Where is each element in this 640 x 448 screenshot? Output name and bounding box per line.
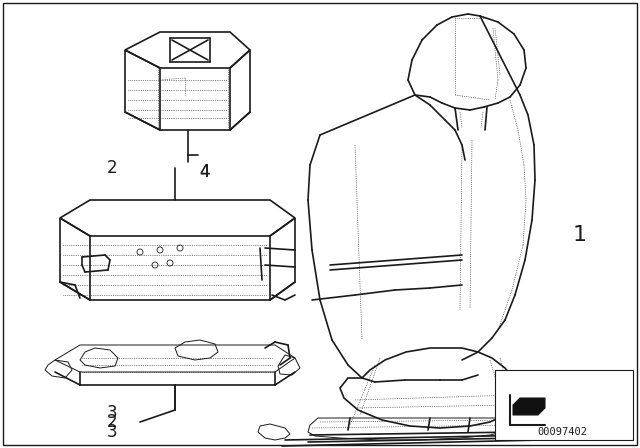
Text: 4: 4 (200, 163, 211, 181)
Text: 2: 2 (107, 159, 117, 177)
Text: 00097402: 00097402 (537, 427, 587, 437)
Text: 3: 3 (107, 423, 117, 441)
Polygon shape (513, 398, 545, 415)
Text: 2: 2 (107, 413, 117, 431)
Text: 3: 3 (107, 404, 117, 422)
Text: 1: 1 (573, 225, 587, 245)
Text: 4: 4 (200, 163, 211, 181)
Bar (495, 370, 633, 440)
